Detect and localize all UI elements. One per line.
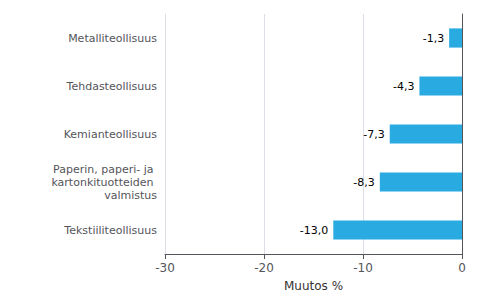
svg-text:kartonkituotteiden: kartonkituotteiden (51, 176, 157, 189)
svg-text:-30: -30 (155, 261, 175, 275)
svg-text:-10: -10 (353, 261, 373, 275)
svg-text:-7,3: -7,3 (363, 128, 384, 141)
svg-text:valmistus: valmistus (104, 189, 157, 202)
svg-text:Metalliteollisuus: Metalliteollisuus (68, 32, 157, 45)
svg-text:Tekstiiliteollisuus: Tekstiiliteollisuus (63, 224, 157, 237)
svg-text:-20: -20 (254, 261, 274, 275)
svg-text:-1,3: -1,3 (423, 32, 444, 45)
svg-text:Kemianteollisuus: Kemianteollisuus (64, 128, 158, 141)
svg-text:-4,3: -4,3 (393, 80, 414, 93)
svg-text:Tehdasteollisuus: Tehdasteollisuus (66, 80, 158, 93)
svg-text:-8,3: -8,3 (353, 176, 374, 189)
svg-text:Paperin, paperi- ja: Paperin, paperi- ja (53, 163, 157, 176)
svg-text:-13,0: -13,0 (300, 224, 328, 237)
svg-text:Muutos %: Muutos % (284, 279, 343, 293)
svg-text:0: 0 (458, 261, 466, 275)
